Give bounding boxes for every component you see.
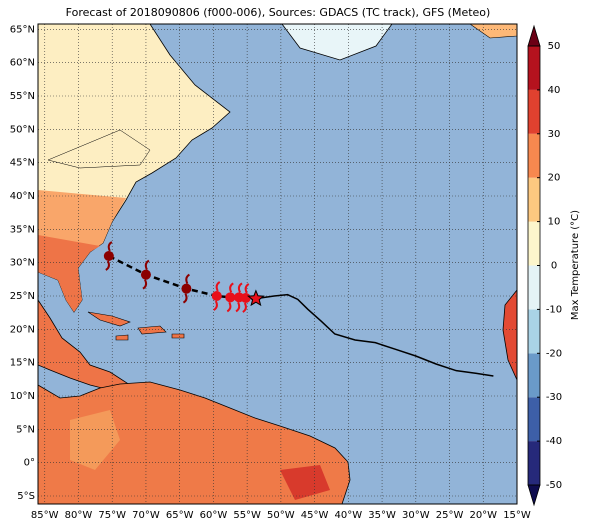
puerto-rico [171, 333, 185, 339]
x-tick-label: 65°W [166, 510, 194, 521]
south-america-warm [70, 410, 120, 470]
colorbar-band [528, 353, 540, 398]
colorbar-tick-label: 40 [548, 85, 561, 96]
y-tick-label: 60°N [10, 58, 35, 69]
africa [502, 289, 517, 381]
y-tick-label: 25°N [10, 291, 35, 302]
colorbar-band [528, 309, 540, 354]
ticks: 85°W 80°W 75°W 70°W 65°W 60°W 55°W 50°W 45°W 40°W… [10, 24, 531, 521]
hurricane-symbol [103, 241, 114, 271]
x-tick-label: 45°W [301, 510, 329, 521]
hurricane-eye [240, 293, 251, 303]
hurricane-eye [140, 269, 151, 280]
colorbar-band [528, 177, 540, 222]
x-tick-label: 40°W [335, 510, 363, 521]
hurricane-symbol [181, 273, 192, 304]
y-tick-label: 30°N [10, 258, 35, 269]
colorbar-band [528, 441, 540, 485]
y-tick-label: 35°N [10, 224, 35, 235]
x-tick-label: 50°W [267, 510, 295, 521]
hurricane-symbol [140, 259, 151, 290]
hurricane-arm [105, 241, 113, 271]
y-tick-label: 10°N [10, 391, 35, 402]
colorbar-band [528, 89, 540, 134]
grid [38, 24, 517, 504]
colorbar-tick-label: 30 [548, 129, 561, 140]
colorbar-tick-label: 10 [548, 217, 561, 228]
observed-track [255, 293, 494, 377]
x-tick-label: 60°W [200, 510, 228, 521]
x-tick-label: 15°W [503, 510, 531, 521]
current-position [247, 289, 265, 307]
colorbar-label: Max Temperature (°C) [570, 210, 581, 320]
north-america-hot [38, 235, 100, 312]
hurricane-arm [235, 282, 243, 313]
colorbar-extend-high [527, 24, 541, 47]
y-tick-label: 40°N [10, 191, 35, 202]
x-tick-label: 35°W [368, 510, 396, 521]
y-tick-label: 5°N [16, 424, 35, 435]
hurricane-arm [242, 283, 250, 313]
colorbar-band [528, 265, 540, 310]
colorbar-band [528, 46, 540, 90]
hurricane-eye [225, 292, 236, 303]
colorbar-tick-label: -50 [546, 480, 562, 491]
colorbar-tick-label: -20 [546, 348, 562, 359]
map-area [38, 24, 517, 504]
cuba [87, 311, 131, 327]
y-tick-label: 65°N [10, 24, 35, 35]
y-tick-label: 15°N [10, 358, 35, 369]
hurricane-eye [103, 251, 114, 261]
y-tick-label: 45°N [10, 158, 35, 169]
colorbar-tick-label: 20 [548, 173, 561, 184]
hurricane-arm [142, 259, 150, 290]
hurricane-eye [211, 291, 222, 301]
colorbar-tick-label: 50 [548, 41, 561, 52]
colorbar-extend-low [527, 484, 541, 507]
y-tick-label: 0° [24, 458, 35, 469]
colorbar-band [528, 133, 540, 178]
colorbar-band [528, 397, 540, 442]
colorbar-tick-label: 0 [551, 261, 557, 272]
hurricane-arm [213, 281, 221, 311]
hurricane-symbol [211, 281, 222, 311]
border [47, 129, 151, 169]
hurricane-symbol [240, 283, 251, 313]
colorbar-tick-label: -10 [546, 304, 562, 315]
x-tick-label: 55°W [233, 510, 261, 521]
hurricane-symbol [225, 282, 236, 313]
hurricane-eye [181, 283, 192, 294]
greenland [281, 24, 393, 61]
x-tick-label: 30°W [402, 510, 430, 521]
x-tick-label: 20°W [469, 510, 497, 521]
colorbar-tick-label: -40 [546, 436, 562, 447]
y-tick-label: 20°N [10, 324, 35, 335]
colorbar-tick-label: -30 [546, 392, 562, 403]
hurricane-arm [182, 273, 190, 304]
x-tick-label: 85°W [31, 510, 59, 521]
x-tick-label: 70°W [132, 510, 160, 521]
south-america-hot [280, 465, 330, 500]
chart-title: Forecast of 2018090806 (f000-006), Sourc… [66, 6, 491, 19]
x-tick-label: 75°W [98, 510, 126, 521]
x-tick-label: 25°W [436, 510, 464, 521]
jamaica [115, 334, 129, 341]
colorbar: -50 -40 -30 -20 -10 0 10 20 30 40 50 [527, 24, 562, 507]
map-frame [37, 23, 518, 505]
x-tick-label: 80°W [65, 510, 93, 521]
south-america [38, 381, 351, 504]
colorbar-band [528, 221, 540, 266]
tracks [103, 241, 494, 377]
hurricane-arm [226, 282, 234, 313]
y-tick-label: 5°S [17, 491, 35, 502]
hispaniola [137, 325, 167, 335]
y-tick-label: 50°N [10, 124, 35, 135]
y-tick-label: 55°N [10, 91, 35, 102]
